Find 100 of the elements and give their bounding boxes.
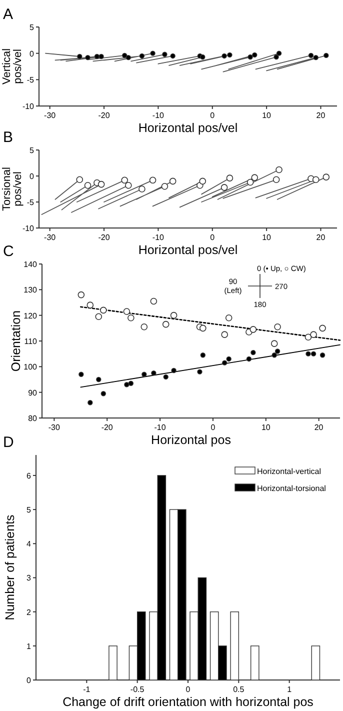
point xyxy=(124,382,130,388)
point xyxy=(162,320,170,328)
point xyxy=(76,176,84,184)
legend-label: Horizontal-vertical xyxy=(257,467,322,476)
chart-title: B xyxy=(3,129,14,146)
point xyxy=(246,356,252,362)
x-axis-title: Horizontal pos/vel xyxy=(138,243,238,257)
chart-title: A xyxy=(3,6,14,23)
x-axis-title: Horizontal pos/vel xyxy=(138,121,238,135)
point xyxy=(270,340,278,347)
x-tick-label: 20 xyxy=(316,111,326,120)
point xyxy=(226,174,234,182)
x-tick-label: 0 xyxy=(210,423,216,432)
point xyxy=(226,356,232,362)
point xyxy=(138,186,146,192)
x-tick-label: 10 xyxy=(262,111,272,120)
y-tick-label: 120 xyxy=(24,311,38,320)
x-tick-label: 0 xyxy=(186,685,191,694)
y-tick-label: 110 xyxy=(24,337,38,346)
point xyxy=(121,176,128,184)
point xyxy=(221,331,228,338)
y-tick-label: 0 xyxy=(26,676,32,685)
point xyxy=(310,331,317,338)
point xyxy=(272,352,277,358)
point xyxy=(251,174,258,181)
x-tick-label: -1 xyxy=(83,685,91,694)
y-tick-label: 140 xyxy=(24,260,38,269)
point xyxy=(274,348,280,354)
point xyxy=(199,178,206,185)
point xyxy=(163,374,168,380)
y-tick-label: 2 xyxy=(26,608,32,617)
y-tick-label: 1 xyxy=(26,642,32,651)
y-tick-label: -10 xyxy=(22,224,35,233)
point xyxy=(310,351,316,356)
y-tick-label: 3 xyxy=(26,574,32,583)
y-tick-label: 5 xyxy=(30,23,35,32)
point xyxy=(306,351,311,356)
point xyxy=(304,334,312,341)
point xyxy=(250,350,256,356)
point xyxy=(170,312,178,319)
point xyxy=(169,178,176,185)
point xyxy=(95,313,102,320)
point xyxy=(322,174,330,180)
point xyxy=(319,324,326,332)
point xyxy=(250,326,257,333)
y-axis-title: Orientation xyxy=(9,310,23,372)
y-axis-title: Torsional pos/vel xyxy=(1,166,24,212)
x-axis-title: Horizontal pos xyxy=(151,433,231,447)
point xyxy=(128,314,134,322)
y-tick-label: 90 xyxy=(28,388,38,398)
x-tick-label: -20 xyxy=(98,233,110,242)
point xyxy=(123,308,130,315)
point xyxy=(78,372,84,377)
y-tick-label: 4 xyxy=(26,540,32,549)
point xyxy=(78,291,85,298)
point xyxy=(149,176,156,184)
point xyxy=(312,176,320,184)
y-tick-label: -10 xyxy=(22,102,35,111)
y-axis-title: Number of patients xyxy=(3,514,17,620)
x-tick-label: 0.5 xyxy=(233,685,245,694)
x-tick-label: -20 xyxy=(101,423,114,432)
y-tick-label: 5 xyxy=(26,506,32,515)
y-tick-label: 0 xyxy=(30,172,35,181)
point xyxy=(246,178,254,186)
legend-label: Horizontal-torsional xyxy=(257,484,326,493)
point xyxy=(128,380,134,386)
point xyxy=(100,391,106,396)
y-tick-label: 80 xyxy=(28,414,38,423)
point xyxy=(197,369,202,374)
x-tick-label: -30 xyxy=(44,111,56,120)
y-tick-label: -5 xyxy=(26,198,35,207)
point xyxy=(220,184,228,191)
point xyxy=(96,376,102,382)
x-tick-label: -20 xyxy=(98,111,110,120)
x-tick-label: 0 xyxy=(210,233,216,242)
point xyxy=(276,166,282,174)
point xyxy=(274,323,281,330)
point xyxy=(171,368,176,374)
x-tick-label: -10 xyxy=(154,423,166,432)
x-tick-label: 20 xyxy=(314,423,324,432)
point xyxy=(125,182,132,189)
point xyxy=(151,370,156,376)
point xyxy=(320,352,326,358)
x-tick-label: 10 xyxy=(261,423,271,432)
chart-title: C xyxy=(3,243,14,260)
y-tick-label: 0 xyxy=(30,49,35,58)
point xyxy=(200,324,206,332)
point xyxy=(88,400,93,406)
chart-title: D xyxy=(3,434,14,451)
point xyxy=(200,352,206,358)
point xyxy=(161,183,168,190)
y-tick-label: 5 xyxy=(30,146,35,155)
x-axis-title: Change of drift orientation with horizontal pos xyxy=(62,695,314,709)
x-tick-label: -10 xyxy=(152,111,165,120)
point xyxy=(100,306,107,314)
point xyxy=(86,302,94,308)
y-tick-label: 100 xyxy=(24,362,38,372)
y-tick-label: 130 xyxy=(24,286,38,295)
x-tick-label: -30 xyxy=(44,233,56,242)
point xyxy=(225,314,232,322)
